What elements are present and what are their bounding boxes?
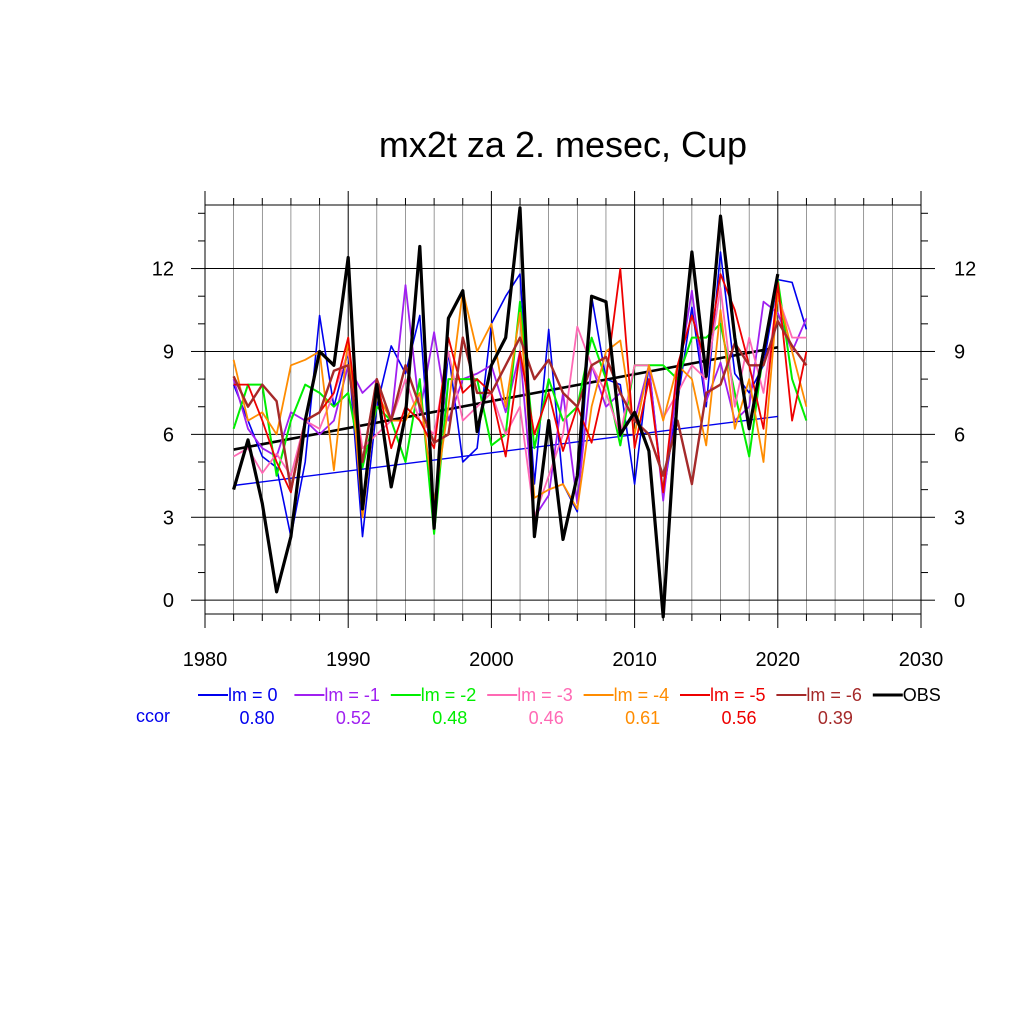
legend-label-4: lm = -4 [614,685,670,705]
legend-label-0: lm = 0 [228,685,278,705]
y-tick-label-right: 9 [954,341,965,363]
series-line-3 [233,287,807,519]
legend-ccor-3: 0.46 [529,708,564,728]
y-tick-label-left: 3 [163,507,174,529]
legend-ccor-1: 0.52 [336,708,371,728]
series-line-6 [232,319,808,491]
y-tick-label-left: 12 [152,259,174,281]
x-tick-label: 2030 [899,649,944,671]
legend-label-7: OBS [903,685,941,705]
x-tick-label: 2010 [612,649,657,671]
y-tick-label-right: 12 [954,259,976,281]
chart-title: mx2t za 2. mesec, Cup [379,124,747,165]
ccor-label: ccor [136,706,170,726]
legend-label-5: lm = -5 [710,685,766,705]
trend-line-7 [233,346,779,451]
y-tick-label-right: 3 [954,507,965,529]
legend-label-2: lm = -2 [421,685,477,705]
x-tick-label: 2000 [469,649,514,671]
x-tick-label: 1990 [326,649,371,671]
grid [205,205,921,614]
y-tick-label-right: 0 [954,590,965,612]
y-tick-label-left: 9 [163,341,174,363]
legend-ccor-6: 0.39 [818,708,853,728]
y-tick-label-right: 6 [954,424,965,446]
legend-ccor-4: 0.61 [625,708,660,728]
x-tick-label: 1980 [183,649,228,671]
legend-ccor-2: 0.48 [432,708,467,728]
legend-label-1: lm = -1 [324,685,380,705]
series-line-0 [232,251,808,538]
series-line-4 [232,289,808,519]
legend-label-6: lm = -6 [806,685,862,705]
series-line-7 [232,206,780,619]
plot-frame [204,204,922,615]
series-lines [232,206,808,619]
y-tick-label-left: 6 [163,424,174,446]
legend: ccor lm = 0 0.80 lm = -1 0.52 lm = -2 0.48 lm … [136,685,941,728]
legend-label-3: lm = -3 [517,685,573,705]
axes: 1980 1990 2000 2010 2020 2030 0 0 3 3 6 6 9 9 12 12 [152,191,976,671]
legend-ccor-5: 0.56 [721,708,756,728]
legend-ccor-0: 0.80 [239,708,274,728]
y-tick-label-left: 0 [163,590,174,612]
x-tick-label: 2020 [756,649,801,671]
